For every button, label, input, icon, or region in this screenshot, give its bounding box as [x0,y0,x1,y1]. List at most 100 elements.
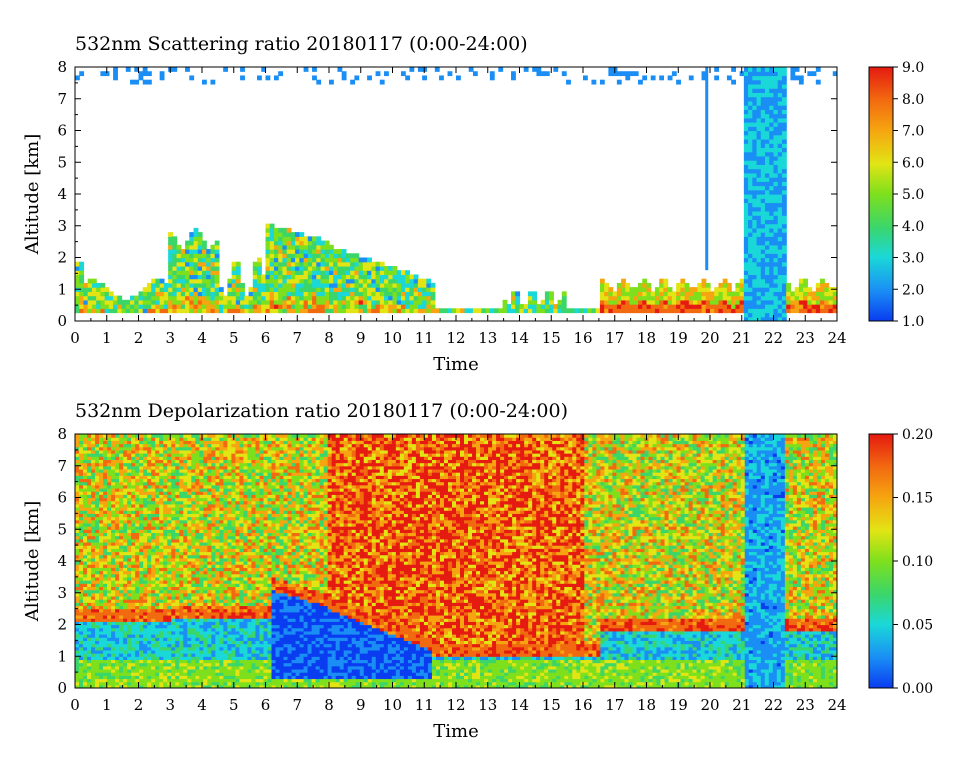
heatmap-cell [127,611,132,616]
heatmap-cell [350,304,355,309]
heatmap-cell [743,291,749,297]
heatmap-cell [777,185,783,191]
heatmap-cell [781,138,787,144]
heatmap-cell [210,79,216,85]
heatmap-cell [341,304,347,309]
heatmap-cell [781,113,787,119]
heatmap-cell [125,67,131,72]
heatmap-cell [151,459,156,464]
heatmap-cell [143,519,148,524]
heatmap-cell [269,308,275,314]
heatmap-cell [265,295,271,301]
heatmap-cell [155,475,160,480]
heatmap-cell [722,308,728,314]
heatmap-cell [769,151,775,157]
heatmap-cell [99,519,104,524]
heatmap-cell [99,564,104,568]
heatmap-cell [139,684,144,688]
heatmap-cell [295,287,300,292]
heatmap-cell [163,576,168,581]
heatmap-cell [111,507,116,511]
heatmap-cell [111,634,116,638]
heatmap-cell [107,519,112,524]
heatmap-cell [604,304,609,309]
heatmap-cell [123,614,128,619]
heatmap-cell [135,459,140,464]
heatmap-cell [115,487,120,492]
heatmap-cell [107,535,112,540]
heatmap-cell [123,672,128,676]
heatmap-cell [99,446,104,451]
heatmap-cell [320,274,326,280]
heatmap-cell [777,160,783,165]
heatmap-cell [612,291,618,297]
heatmap-cell [127,510,132,514]
heatmap-cell [303,249,309,254]
heatmap-cell [371,282,377,288]
heatmap-cell [91,484,96,489]
heatmap-cell [171,462,176,467]
heatmap-cell [798,79,804,85]
heatmap-cell [131,564,136,568]
heatmap-cell [375,274,381,280]
heatmap-cell [760,109,766,115]
heatmap-cell [312,270,317,276]
heatmap-cell [123,510,128,514]
heatmap-cell [135,465,140,470]
heatmap-cell [777,122,783,127]
heatmap-cell [91,564,96,568]
heatmap-cell [155,462,160,467]
heatmap-cell [769,122,775,127]
heatmap-cell [167,678,172,683]
heatmap-cell [99,503,104,508]
heatmap-cell [171,605,176,610]
heatmap-cell [752,270,758,276]
heatmap-cell [123,583,128,587]
heatmap-cell [159,453,164,457]
heatmap-cell [123,440,128,445]
heatmap-cell [75,649,80,654]
heatmap-cell [604,295,609,301]
heatmap-cell [824,282,830,288]
heatmap-cell [760,304,766,309]
heatmap-cell [147,589,152,594]
heatmap-cell [127,541,132,546]
heatmap-cell [83,630,88,635]
heatmap-cell [384,270,389,276]
heatmap-cell [75,462,80,467]
heatmap-cell [752,67,758,72]
heatmap-cell [127,453,132,457]
heatmap-cell [119,653,124,657]
heatmap-cell [777,79,783,85]
heatmap-cell [159,573,164,578]
heatmap-cell [769,79,775,85]
heatmap-cell [807,304,813,309]
heatmap-cell [218,287,224,292]
heatmap-cell [139,507,144,511]
heatmap-cell [123,500,128,505]
heatmap-cell [91,662,96,667]
heatmap-cell [143,491,148,495]
heatmap-cell [756,177,762,182]
heatmap-cell [384,282,389,288]
heatmap-cell [83,487,88,492]
heatmap-cell [167,557,172,562]
heatmap-cell [131,484,136,489]
heatmap-cell [87,672,92,676]
heatmap-cell [828,291,834,297]
heatmap-cell [135,637,140,641]
heatmap-cell [99,554,104,559]
heatmap-cell [756,304,762,309]
heatmap-cell [765,83,770,89]
heatmap-cell [95,561,100,565]
heatmap-cell [329,308,334,314]
heatmap-cell [654,291,660,297]
heatmap-cell [95,637,100,641]
heatmap-cell [337,265,343,271]
heatmap-cell [777,130,783,136]
heatmap-cell [167,599,172,603]
heatmap-cell [143,595,148,600]
heatmap-cell [616,79,622,85]
heatmap-cell [265,270,271,276]
heatmap-cell [765,270,770,276]
